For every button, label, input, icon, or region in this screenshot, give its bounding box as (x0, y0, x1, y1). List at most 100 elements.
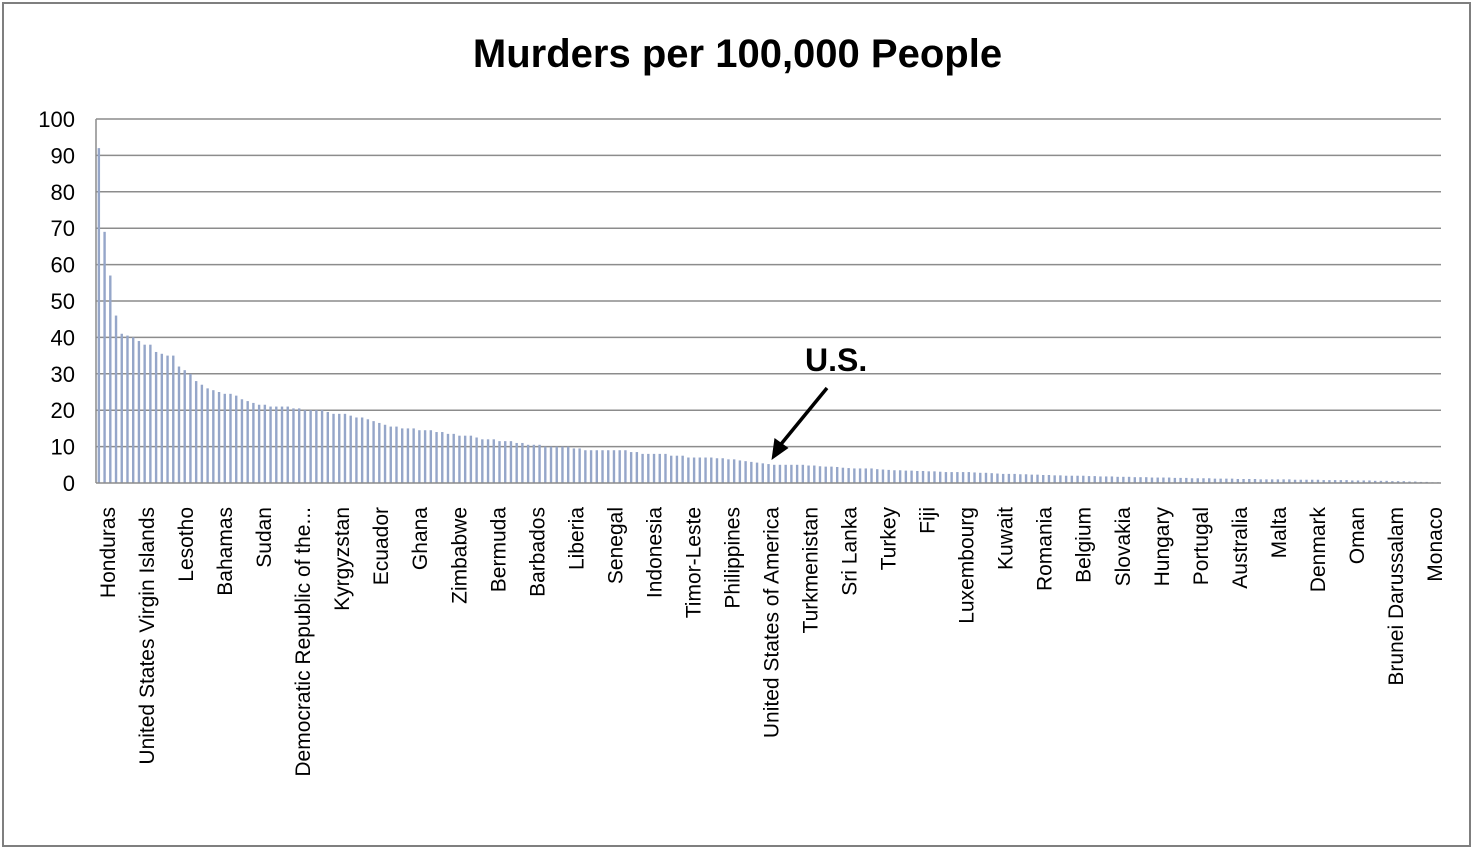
bar (572, 448, 576, 483)
bar (1059, 475, 1062, 483)
bar (1236, 478, 1240, 483)
bar (1190, 478, 1194, 483)
bar (1391, 481, 1394, 483)
bar (847, 468, 850, 483)
bar (446, 433, 450, 483)
bar (532, 444, 536, 483)
bar (475, 437, 478, 483)
bar (229, 393, 232, 483)
x-tick-label: Hungary (1151, 507, 1174, 587)
bar (1299, 479, 1302, 483)
x-tick-label: Luxembourg (956, 507, 979, 624)
bar (143, 344, 146, 483)
bar (378, 422, 381, 483)
bar (1196, 478, 1199, 483)
bar (1030, 474, 1033, 483)
x-tick-label: Denmark (1307, 507, 1330, 593)
bar (154, 351, 158, 483)
bar (675, 455, 679, 483)
x-tick-label: Brunei Darussalam (1385, 507, 1408, 686)
bar (979, 472, 982, 483)
x-tick-label: Fiji (917, 507, 940, 534)
bar (807, 465, 810, 483)
annotation-arrow-shaft (778, 386, 829, 448)
bar (263, 404, 267, 483)
bar (389, 426, 392, 483)
bar (235, 395, 238, 483)
bar (177, 366, 181, 483)
bar (200, 384, 204, 483)
bar (1156, 477, 1159, 483)
bar (1276, 479, 1280, 483)
bar (1007, 473, 1011, 483)
bar (658, 453, 661, 483)
y-axis-ticks: 0 10 20 30 40 50 60 70 80 90 100 (38, 107, 75, 496)
y-tick-label: 100 (38, 107, 75, 132)
bar (297, 408, 301, 483)
us-annotation: U.S. (771, 342, 867, 460)
bar (326, 412, 329, 483)
bar (1253, 478, 1257, 483)
bar (956, 472, 959, 483)
bar (584, 450, 587, 483)
bar (349, 415, 352, 483)
bar (315, 410, 318, 483)
bar (372, 421, 375, 483)
x-tick-label: Turkmenistan (800, 507, 823, 633)
bar (824, 466, 827, 483)
bar (252, 402, 255, 483)
bar (801, 464, 805, 483)
x-tick-label: Indonesia (643, 507, 666, 598)
bar (206, 388, 209, 483)
x-tick-label: Honduras (97, 507, 120, 598)
bar (189, 373, 192, 483)
bar (641, 453, 644, 483)
bar (755, 462, 759, 483)
bar (1316, 479, 1320, 483)
bar (835, 466, 839, 483)
bar (338, 413, 341, 483)
bar (692, 457, 696, 483)
bar (257, 404, 261, 483)
x-tick-label: Philippines (721, 507, 744, 609)
bar (418, 430, 421, 483)
bar (664, 453, 667, 483)
bar (1379, 480, 1383, 483)
x-tick-label: Barbados (526, 507, 549, 597)
bar (1282, 479, 1285, 483)
bar (149, 344, 152, 483)
bar (881, 469, 885, 483)
bar (670, 455, 673, 483)
bar (504, 441, 507, 483)
bar (773, 464, 776, 483)
bar (612, 450, 616, 483)
bar (1345, 480, 1348, 483)
bar (698, 457, 702, 483)
bar (1150, 477, 1154, 483)
x-tick-label: Ghana (409, 507, 432, 570)
bar (950, 472, 953, 483)
bar (1036, 474, 1039, 483)
y-tick-label: 90 (51, 143, 75, 168)
bar (452, 433, 455, 483)
bar (870, 468, 873, 483)
x-tick-label: Belgium (1073, 507, 1096, 583)
annotation-arrow-head (771, 438, 789, 460)
bar (120, 333, 123, 483)
chart-title: Murders per 100,000 People (472, 32, 1003, 76)
bar (961, 472, 965, 483)
bar (246, 401, 249, 483)
bar (927, 471, 930, 483)
bar (721, 458, 724, 483)
bar (561, 446, 564, 483)
bar (818, 466, 822, 483)
bar (406, 428, 410, 483)
bar (750, 461, 753, 483)
bar (893, 470, 896, 483)
y-tick-label: 30 (51, 362, 75, 387)
bar (103, 231, 106, 483)
x-tick-label: Lesotho (175, 507, 198, 582)
bar (269, 406, 272, 483)
bar (458, 435, 461, 483)
